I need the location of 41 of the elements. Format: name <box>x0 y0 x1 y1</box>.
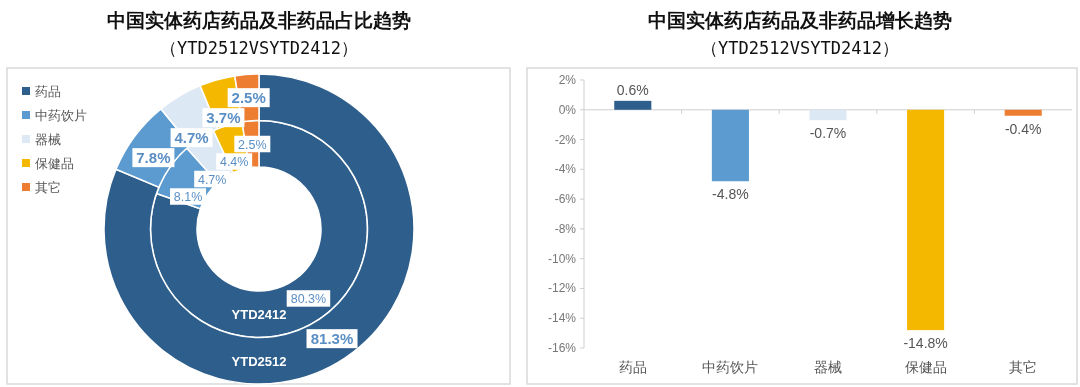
chart-title: 中国实体药店药品及非药品占比趋势 <box>107 9 411 31</box>
legend-label: 保健品 <box>35 157 74 171</box>
y-tick-label: -6% <box>554 192 577 207</box>
data-label: 81.3% <box>310 330 354 348</box>
chart-subtitle: （YTD2512VSYTD2412） <box>701 38 899 58</box>
data-label: -0.4% <box>1004 120 1042 137</box>
y-tick-label: -12% <box>547 281 577 296</box>
legend-label: 其它 <box>35 180 61 195</box>
y-tick-label: -4% <box>554 162 577 177</box>
x-tick-label: 药品 <box>618 359 647 375</box>
x-tick-label: 保健品 <box>904 359 947 375</box>
y-tick-label: -2% <box>554 132 577 147</box>
legend-label: 器械 <box>35 133 61 147</box>
data-label: 80.3% <box>290 291 327 306</box>
data-label: 8.1% <box>173 190 203 205</box>
data-label: -14.8% <box>903 335 948 352</box>
data-label: 2.5% <box>238 137 267 152</box>
y-tick-label: -16% <box>547 341 577 355</box>
legend-label: 药品 <box>35 85 61 99</box>
y-tick-label: 2% <box>558 73 577 87</box>
data-label: 7.8% <box>136 149 171 167</box>
data-label: 0.6% <box>616 81 649 98</box>
x-tick-label: 其它 <box>1009 359 1038 375</box>
data-label: 4.4% <box>219 155 249 170</box>
slice-label: YTD2412 <box>231 307 287 323</box>
data-label: 4.7% <box>174 129 209 147</box>
data-label: 4.7% <box>197 172 227 187</box>
y-tick-label: 0% <box>558 102 577 117</box>
x-tick-label: 中药饮片 <box>702 359 759 375</box>
y-tick-label: -10% <box>547 251 577 266</box>
y-tick-label: -14% <box>547 311 577 326</box>
data-label: -4.8% <box>712 186 749 203</box>
chart-title: 中国实体药店药品及非药品增长趋势 <box>648 9 952 31</box>
chart-subtitle: （YTD2512VSYTD2412） <box>160 38 358 58</box>
data-label: 3.7% <box>206 109 241 127</box>
legend-label: 中药饮片 <box>35 109 87 123</box>
data-label: 2.5% <box>231 89 266 107</box>
y-tick-label: -8% <box>554 221 577 236</box>
data-label: -0.7% <box>809 125 847 142</box>
slice-label: YTD2512 <box>231 353 287 369</box>
x-tick-label: 器械 <box>814 359 842 375</box>
